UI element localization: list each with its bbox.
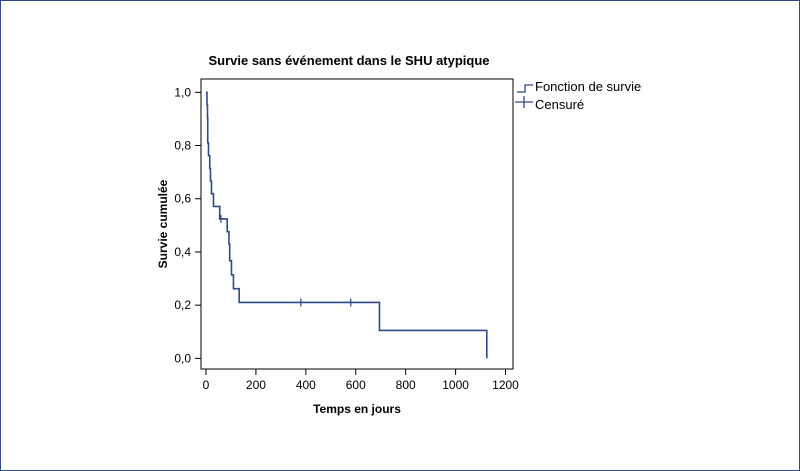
legend-label-censored: Censuré: [535, 97, 584, 112]
series-layer: [205, 91, 488, 359]
x-axis-title: Temps en jours: [313, 402, 401, 416]
x-tick-label: 1200: [492, 378, 519, 392]
x-tick-label: 400: [296, 378, 316, 392]
x-tick-label: 1000: [442, 378, 469, 392]
legend-step-symbol: [517, 84, 533, 93]
legend-label-survival: Fonction de survie: [535, 79, 641, 94]
x-tick-label: 0: [203, 378, 210, 392]
y-tick-label: 0,6: [174, 192, 191, 206]
survival-step-line: [205, 91, 488, 359]
plot-area-frame: [200, 78, 514, 370]
x-tick-label: 200: [246, 378, 266, 392]
legend-censor-symbol: [515, 96, 533, 108]
y-tick-label: 0,4: [174, 245, 191, 259]
y-tick-label: 1,0: [174, 85, 191, 99]
y-tick-label: 0,8: [174, 139, 191, 153]
legend: Fonction de survie Censuré: [515, 79, 641, 112]
y-axis: 0,0 0,2 0,4 0,6 0,8 1,0: [174, 85, 201, 365]
x-tick-label: 600: [346, 378, 366, 392]
chart-title: Survie sans événement dans le SHU atypiq…: [208, 53, 489, 68]
y-tick-label: 0,0: [174, 351, 191, 365]
x-tick-label: 800: [396, 378, 416, 392]
y-axis-title: Survie cumulée: [156, 179, 170, 268]
x-axis: 0 200 400 600 800 1000 1200: [203, 369, 519, 392]
y-tick-label: 0,2: [174, 298, 191, 312]
